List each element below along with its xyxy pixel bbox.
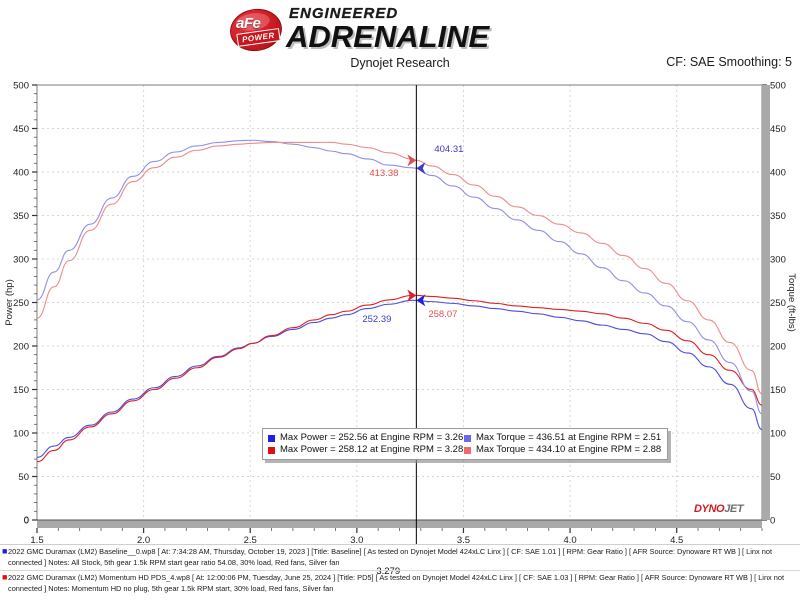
svg-text:400: 400 xyxy=(770,167,786,178)
legend-torque-baseline: Max Torque = 436.51 at Engine RPM = 2.51 xyxy=(464,432,661,444)
legend-torque-modified: Max Torque = 434.10 at Engine RPM = 2.88 xyxy=(464,444,661,456)
dynojet-watermark: DYNOJET xyxy=(694,503,744,515)
svg-text:500: 500 xyxy=(770,80,786,91)
footer-entry-modified: ■ 2022 GMC Duramax (LM2) Momentum HD PDS… xyxy=(0,570,800,596)
dyno-plot: 0 0 50 50 100 100 150 150 200 200 250 250 300 300 350 3… xyxy=(0,78,800,544)
dynojet-watermark-part1: DYNO xyxy=(694,503,725,515)
dynojet-watermark-part2: JET xyxy=(724,503,744,515)
legend-row: Max Power = 258.12 at Engine RPM = 3.28 … xyxy=(268,444,661,456)
svg-text:50: 50 xyxy=(770,472,781,483)
svg-text:500: 500 xyxy=(13,80,29,91)
annotation-power-baseline: 252.39 xyxy=(362,314,392,326)
chart-subtitle: Dynojet Research xyxy=(350,56,450,70)
svg-text:3.5: 3.5 xyxy=(457,535,470,544)
legend-row: Max Power = 252.56 at Engine RPM = 3.26 … xyxy=(268,432,661,444)
svg-text:0: 0 xyxy=(770,515,775,526)
svg-text:150: 150 xyxy=(13,385,29,396)
footer-baseline-line1: 2022 GMC Duramax (LM2) Baseline__0.wp8 [… xyxy=(8,547,773,556)
svg-text:200: 200 xyxy=(13,341,29,352)
svg-text:250: 250 xyxy=(770,298,786,309)
svg-text:450: 450 xyxy=(13,124,29,135)
svg-text:100: 100 xyxy=(13,428,29,439)
legend-swatch-torque-modified-icon xyxy=(464,446,471,454)
svg-text:Torque (ft-lbs): Torque (ft-lbs) xyxy=(786,273,797,332)
footer-entry-baseline: ■ 2022 GMC Duramax (LM2) Baseline__0.wp8… xyxy=(0,545,800,570)
svg-text:150: 150 xyxy=(770,385,786,396)
legend-torque-modified-label: Max Torque = 434.10 at Engine RPM = 2.88 xyxy=(476,444,662,455)
legend-power-baseline-label: Max Power = 252.56 at Engine RPM = 3.26 xyxy=(280,432,464,443)
adrenaline-text: ADRENALINE xyxy=(286,19,490,55)
annotation-power-modified: 258.07 xyxy=(428,309,458,321)
plot-svg: 0 0 50 50 100 100 150 150 200 200 250 250 300 300 350 3… xyxy=(4,80,797,544)
svg-text:300: 300 xyxy=(770,254,786,265)
chart-footer: ■ 2022 GMC Duramax (LM2) Baseline__0.wp8… xyxy=(0,544,800,600)
chart-legend[interactable]: Max Power = 252.56 at Engine RPM = 3.26 … xyxy=(262,428,669,460)
legend-swatch-power-baseline-icon xyxy=(268,434,275,442)
svg-text:0: 0 xyxy=(24,515,29,526)
svg-text:1.5: 1.5 xyxy=(30,535,43,544)
svg-text:Power (hp): Power (hp) xyxy=(4,279,15,325)
engineered-adrenaline-wordmark: ENGINEERED ADRENALINE xyxy=(286,5,490,55)
svg-text:0: 0 xyxy=(24,515,29,526)
svg-text:250: 250 xyxy=(13,298,29,309)
engineered-text: ENGINEERED xyxy=(289,5,399,23)
annotation-torque-modified: 413.38 xyxy=(369,168,399,180)
afe-wordmark: aFe xyxy=(236,15,261,32)
chart-header: aFe POWER ENGINEERED ADRENALINE Dynojet … xyxy=(0,0,800,78)
footer-bullet-modified-icon: ■ xyxy=(2,572,8,582)
svg-text:2.5: 2.5 xyxy=(244,535,257,544)
legend-power-modified-label: Max Power = 258.12 at Engine RPM = 3.28 xyxy=(280,444,464,455)
svg-text:100: 100 xyxy=(770,428,786,439)
svg-text:300: 300 xyxy=(13,254,29,265)
svg-text:4.5: 4.5 xyxy=(670,535,683,544)
annotation-torque-baseline: 404.31 xyxy=(434,144,464,156)
svg-text:3.0: 3.0 xyxy=(350,535,363,544)
svg-text:200: 200 xyxy=(770,341,786,352)
legend-swatch-torque-baseline-icon xyxy=(464,434,471,442)
afe-power-logo-icon: aFe POWER xyxy=(227,5,285,55)
svg-text:2.0: 2.0 xyxy=(137,535,150,544)
legend-power-baseline: Max Power = 252.56 at Engine RPM = 3.26 xyxy=(268,432,464,444)
annotation-cursor-rpm: 3.279 xyxy=(376,566,401,577)
footer-bullet-baseline-icon: ■ xyxy=(2,546,8,556)
svg-text:4.0: 4.0 xyxy=(563,535,576,544)
legend-power-modified: Max Power = 258.12 at Engine RPM = 3.28 xyxy=(268,444,464,456)
legend-torque-baseline-label: Max Torque = 436.51 at Engine RPM = 2.51 xyxy=(476,432,662,443)
svg-text:400: 400 xyxy=(13,167,29,178)
footer-modified-line2: connected ] Notes: Momentum HD no plug, … xyxy=(8,583,334,593)
svg-text:450: 450 xyxy=(770,124,786,135)
svg-text:350: 350 xyxy=(13,211,29,222)
brand-block: aFe POWER ENGINEERED ADRENALINE xyxy=(227,5,490,55)
footer-baseline-line2: connected ] Notes: All Stock, 5th gear 1… xyxy=(8,557,340,567)
svg-text:50: 50 xyxy=(18,472,29,483)
cf-smoothing-label: CF: SAE Smoothing: 5 xyxy=(666,55,792,69)
footer-modified-line1: 2022 GMC Duramax (LM2) Momentum HD PDS_4… xyxy=(8,573,785,582)
legend-swatch-power-modified-icon xyxy=(268,446,275,454)
svg-text:350: 350 xyxy=(770,211,786,222)
